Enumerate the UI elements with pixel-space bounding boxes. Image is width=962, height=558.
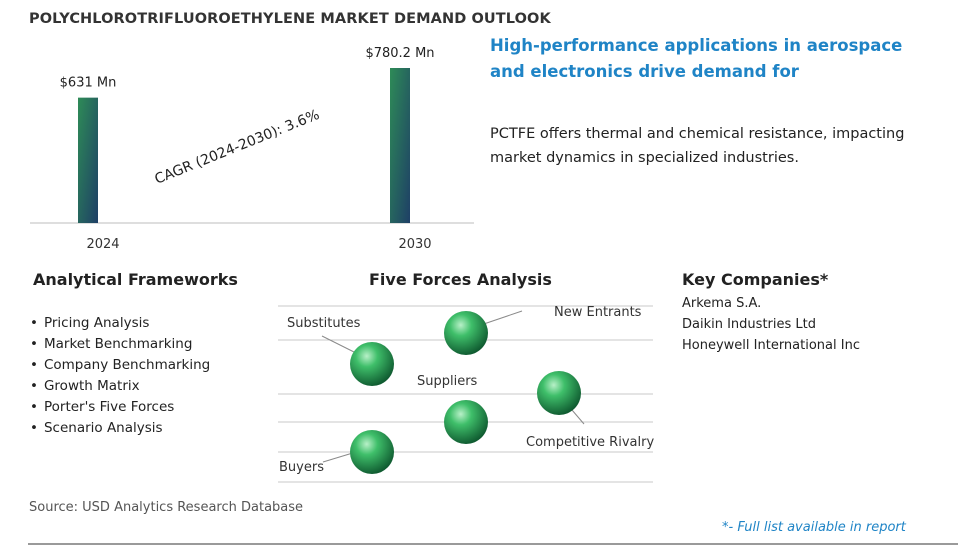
new-entrants-sphere [444,311,488,355]
new-entrants-label: New Entrants [554,305,642,320]
list-item: Arkema S.A. [682,296,762,311]
list-item: Scenario Analysis [30,418,210,439]
leader-line [321,335,359,355]
x-tick-label: 2024 [86,237,119,252]
companies-list: Arkema S.A. Daikin Industries Ltd Honeyw… [682,293,860,356]
page-title: POLYCHLOROTRIFLUOROETHYLENE MARKET DEMAN… [29,11,551,27]
headline: High-performance applications in aerospa… [490,36,903,81]
bar-value-label: $780.2 Mn [365,46,434,61]
bar-2024 [78,97,98,223]
bottom-divider [28,543,958,545]
bar-value-label: $631 Mn [60,76,117,91]
source-note: Source: USD Analytics Research Database [29,500,304,515]
list-item: Honeywell International Inc [682,338,860,353]
list-item: Daikin Industries Ltd [682,317,816,332]
suppliers-label: Suppliers [417,374,478,389]
summary-text: PCTFE offers thermal and chemical resist… [490,126,905,166]
buyers-label: Buyers [279,460,324,475]
substitutes-sphere [350,342,394,386]
x-tick-label: 2030 [398,237,431,252]
five-forces-title: Five Forces Analysis [369,270,552,289]
list-item: Market Benchmarking [30,334,210,355]
buyers-sphere [350,430,394,474]
list-item: Company Benchmarking [30,355,210,376]
substitutes-label: Substitutes [287,316,361,331]
competitive-rivalry-label: Competitive Rivalry [526,435,654,450]
companies-title: Key Companies* [682,270,829,289]
list-item: Growth Matrix [30,376,210,397]
suppliers-sphere [444,400,488,444]
footnote: *- Full list available in report [722,520,906,535]
bar-2030 [390,68,410,223]
frameworks-list: Pricing Analysis Market Benchmarking Com… [30,313,210,439]
frameworks-title: Analytical Frameworks [33,270,238,289]
competitive-rivalry-sphere [537,371,581,415]
list-item: Pricing Analysis [30,313,210,334]
list-item: Porter's Five Forces [30,397,210,418]
